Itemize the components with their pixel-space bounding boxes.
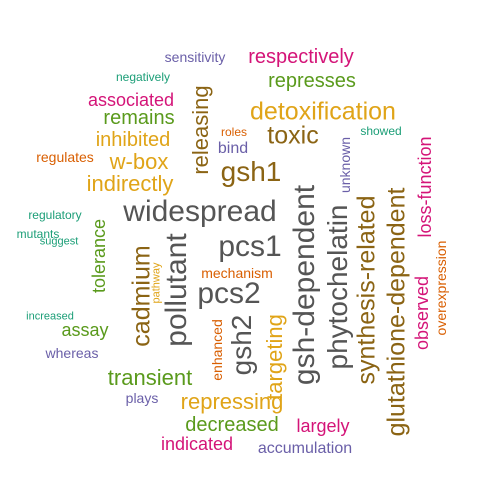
- word-repressing: repressing: [180, 389, 284, 414]
- word-tolerance: tolerance: [89, 218, 109, 294]
- word-bind: bind: [217, 140, 249, 157]
- word-pathway: pathway: [150, 262, 163, 304]
- word-showed: showed: [360, 124, 402, 138]
- word-sensitivity: sensitivity: [164, 49, 226, 65]
- word-represses: represses: [268, 70, 356, 92]
- word-targeting: targeting: [262, 314, 287, 400]
- word-inhibited: inhibited: [95, 129, 171, 151]
- word-regulatory: regulatory: [28, 208, 82, 222]
- word-pcs2: pcs2: [197, 277, 261, 310]
- word-largely: largely: [296, 416, 350, 436]
- word-loss-function: loss-function: [415, 136, 435, 238]
- word-releasing: releasing: [188, 85, 213, 175]
- word-phytochelatin: phytochelatin: [322, 204, 353, 370]
- word-w-box: w-box: [109, 149, 169, 174]
- word-enhanced: enhanced: [209, 319, 225, 381]
- word-synthesis-related: synthesis-related: [352, 195, 381, 385]
- word-gsh-dependent: gsh-dependent: [288, 184, 321, 386]
- word-regulates: regulates: [36, 149, 94, 165]
- word-plays: plays: [125, 390, 159, 406]
- word-associated: associated: [87, 90, 175, 110]
- word-decreased: decreased: [185, 414, 279, 436]
- word-indicated: indicated: [160, 434, 234, 454]
- word-mechanism: mechanism: [201, 265, 273, 281]
- word-pollutant: pollutant: [160, 233, 193, 347]
- word-transient: transient: [107, 365, 193, 390]
- word-whereas: whereas: [45, 345, 99, 361]
- word-pcs1: pcs1: [218, 230, 282, 263]
- word-respectively: respectively: [248, 46, 354, 68]
- word-remains: remains: [103, 107, 175, 129]
- word-indirectly: indirectly: [86, 171, 174, 196]
- word-mutants: mutants: [16, 227, 60, 241]
- word-accumulation: accumulation: [257, 440, 353, 457]
- word-widespread: widespread: [123, 195, 277, 228]
- word-suggest: suggest: [39, 235, 79, 248]
- word-gsh1: gsh1: [220, 156, 282, 187]
- word-increased: increased: [26, 310, 74, 323]
- word-gsh2: gsh2: [226, 314, 257, 376]
- word-toxic: toxic: [267, 121, 319, 150]
- word-detoxification: detoxification: [250, 97, 396, 126]
- word-roles: roles: [220, 125, 248, 139]
- word-glutathione-dependent: glutathione-dependent: [382, 187, 411, 437]
- word-unknown: unknown: [337, 136, 353, 194]
- word-overexpression: overexpression: [433, 240, 449, 336]
- word-negatively: negatively: [115, 70, 171, 84]
- word-observed: observed: [412, 275, 432, 351]
- word-assay: assay: [61, 320, 109, 340]
